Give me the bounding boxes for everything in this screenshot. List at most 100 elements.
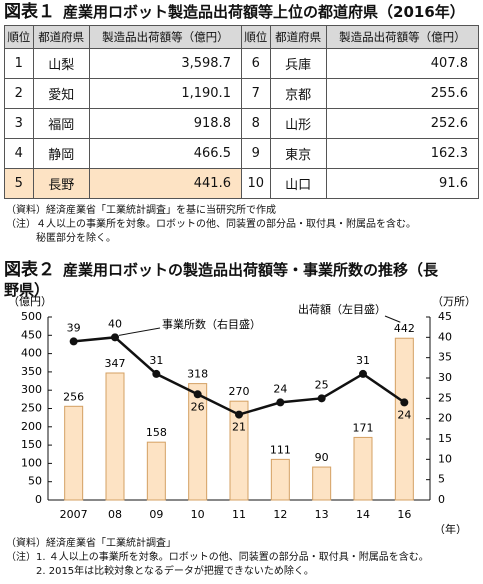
y2-axis-label: （万所） <box>432 295 476 308</box>
table-cell: 918.8 <box>88 108 242 139</box>
line-value-label: 31 <box>356 354 370 367</box>
table-cell: 3,598.7 <box>88 48 242 79</box>
table-cell: 466.5 <box>88 138 242 169</box>
x-tick-label: 16 <box>397 508 411 521</box>
y2-tick-label: 5 <box>438 473 445 486</box>
table-cell: 愛知 <box>32 78 90 109</box>
y-tick-label: 150 <box>21 438 42 451</box>
table-cell: 京都 <box>269 78 327 109</box>
x-tick-label: 10 <box>191 508 205 521</box>
y-tick-label: 200 <box>21 420 42 433</box>
x-tick-label: 14 <box>356 508 370 521</box>
y2-tick-label: 45 <box>438 310 452 323</box>
line-value-label: 24 <box>273 382 287 395</box>
y-tick-label: 300 <box>21 383 42 396</box>
line-value-label: 26 <box>191 400 205 413</box>
table-cell: 255.6 <box>325 78 480 109</box>
x-tick-label: 09 <box>149 508 163 521</box>
notes: （資料）経済産業省「工業統計調査」を基に当研究所で作成 （注）４人以上の事業所を対… <box>6 204 416 246</box>
y-tick-label: 100 <box>21 456 42 469</box>
bar <box>64 405 84 501</box>
note-line: （資料）経済産業省「工業統計調査」を基に当研究所で作成 <box>6 205 276 216</box>
bar <box>146 441 166 501</box>
line-value-label: 39 <box>67 321 81 334</box>
x-tick-label: 12 <box>273 508 287 521</box>
y2-tick-label: 15 <box>438 432 452 445</box>
x-tick-label: 13 <box>315 508 329 521</box>
line-value-label: 40 <box>108 317 122 330</box>
y2-tick-label: 0 <box>438 493 445 506</box>
bar-value-label: 270 <box>229 385 250 398</box>
bar-value-label: 158 <box>146 426 167 439</box>
legend-label: 出荷額（左目盛） <box>298 302 386 316</box>
table-cell: 6 <box>240 48 271 79</box>
column-header: 製造品出荷額等（億円） <box>325 25 480 49</box>
table-cell: 1,190.1 <box>88 78 242 109</box>
column-header: 順位 <box>240 25 271 49</box>
line-marker <box>111 333 119 342</box>
table-cell: 山形 <box>269 108 327 139</box>
figure-label: 図表２ <box>4 260 55 280</box>
y2-tick-label: 40 <box>438 330 452 343</box>
x-tick-label: 11 <box>232 508 246 521</box>
x-tick-label: 2007 <box>60 508 88 521</box>
table-row: 2 愛知 1,190.1 7 京都 255.6 <box>4 78 480 109</box>
table-cell: 兵庫 <box>269 48 327 79</box>
leader-line <box>384 315 401 323</box>
table-cell: 10 <box>240 168 271 199</box>
line-value-label: 31 <box>149 354 163 367</box>
y2-tick-label: 25 <box>438 391 452 404</box>
line-marker <box>276 398 285 407</box>
table-cell: 7 <box>240 78 271 109</box>
bar <box>312 466 332 501</box>
y2-tick-label: 10 <box>438 452 452 465</box>
line-marker <box>235 410 243 419</box>
x-tick-label: 08 <box>108 508 122 521</box>
table-cell: 407.8 <box>325 48 480 79</box>
line-marker <box>152 369 161 378</box>
line-marker <box>193 390 202 399</box>
legend-label: 事業所数（右目盛） <box>162 317 261 331</box>
line-value-label: 21 <box>232 421 246 434</box>
notes: （資料）経済産業省「工業統計調査」 （注）1. ４人以上の事業所を対象。ロボットの… <box>6 537 429 579</box>
y-tick-label: 400 <box>21 347 42 360</box>
title-text: 産業用ロボット製造品出荷額等上位の都道府県（2016年） <box>63 3 465 21</box>
table-row: 1 山梨 3,598.7 6 兵庫 407.8 <box>4 48 480 79</box>
y-tick-label: 50 <box>28 475 42 488</box>
table-cell: 252.6 <box>325 108 480 139</box>
y-tick-label: 450 <box>21 328 42 341</box>
note-line: （注）1. ４人以上の事業所を対象。ロボットの他、同装置の部分品・取付具・附属品… <box>6 552 429 563</box>
table-cell: 441.6 <box>88 168 242 199</box>
y2-tick-label: 20 <box>438 412 452 425</box>
table-cell: 山口 <box>269 168 327 199</box>
chart: （億円） （万所）（年）05010015020025030035040045050… <box>8 295 476 534</box>
note-line: 秘匿部分を除く。 <box>36 233 116 244</box>
y2-tick-label: 30 <box>438 371 452 384</box>
y-tick-label: 0 <box>35 493 42 506</box>
column-header: 製造品出荷額等（億円） <box>88 25 242 49</box>
table-cell: 福岡 <box>32 108 90 139</box>
y-tick-label: 250 <box>21 402 42 415</box>
line-value-label: 25 <box>315 378 329 391</box>
table-row: 5 長野 441.6 10 山口 91.6 <box>4 168 480 199</box>
leader-line <box>118 327 161 336</box>
table-title: 図表１ 産業用ロボット製造品出荷額等上位の都道府県（2016年） <box>4 2 482 22</box>
bar <box>270 458 290 501</box>
bar-value-label: 171 <box>353 421 374 434</box>
y-tick-label: 350 <box>21 365 42 378</box>
table-cell: 3 <box>4 108 34 139</box>
bar-value-label: 318 <box>187 368 208 381</box>
line-value-label: 24 <box>397 408 411 421</box>
table-cell: 91.6 <box>325 168 480 199</box>
y-tick-label: 500 <box>21 310 42 323</box>
column-header: 順位 <box>4 25 34 49</box>
table-cell: 1 <box>4 48 34 79</box>
note-line: （注）４人以上の事業所を対象。ロボットの他、同装置の部分品・取付具・附属品を含む… <box>6 219 416 230</box>
column-header: 都道府県 <box>269 25 327 49</box>
bar <box>105 372 125 501</box>
bar-value-label: 347 <box>105 357 126 370</box>
bar <box>188 383 208 501</box>
table-cell: 2 <box>4 78 34 109</box>
line-marker <box>317 394 326 403</box>
